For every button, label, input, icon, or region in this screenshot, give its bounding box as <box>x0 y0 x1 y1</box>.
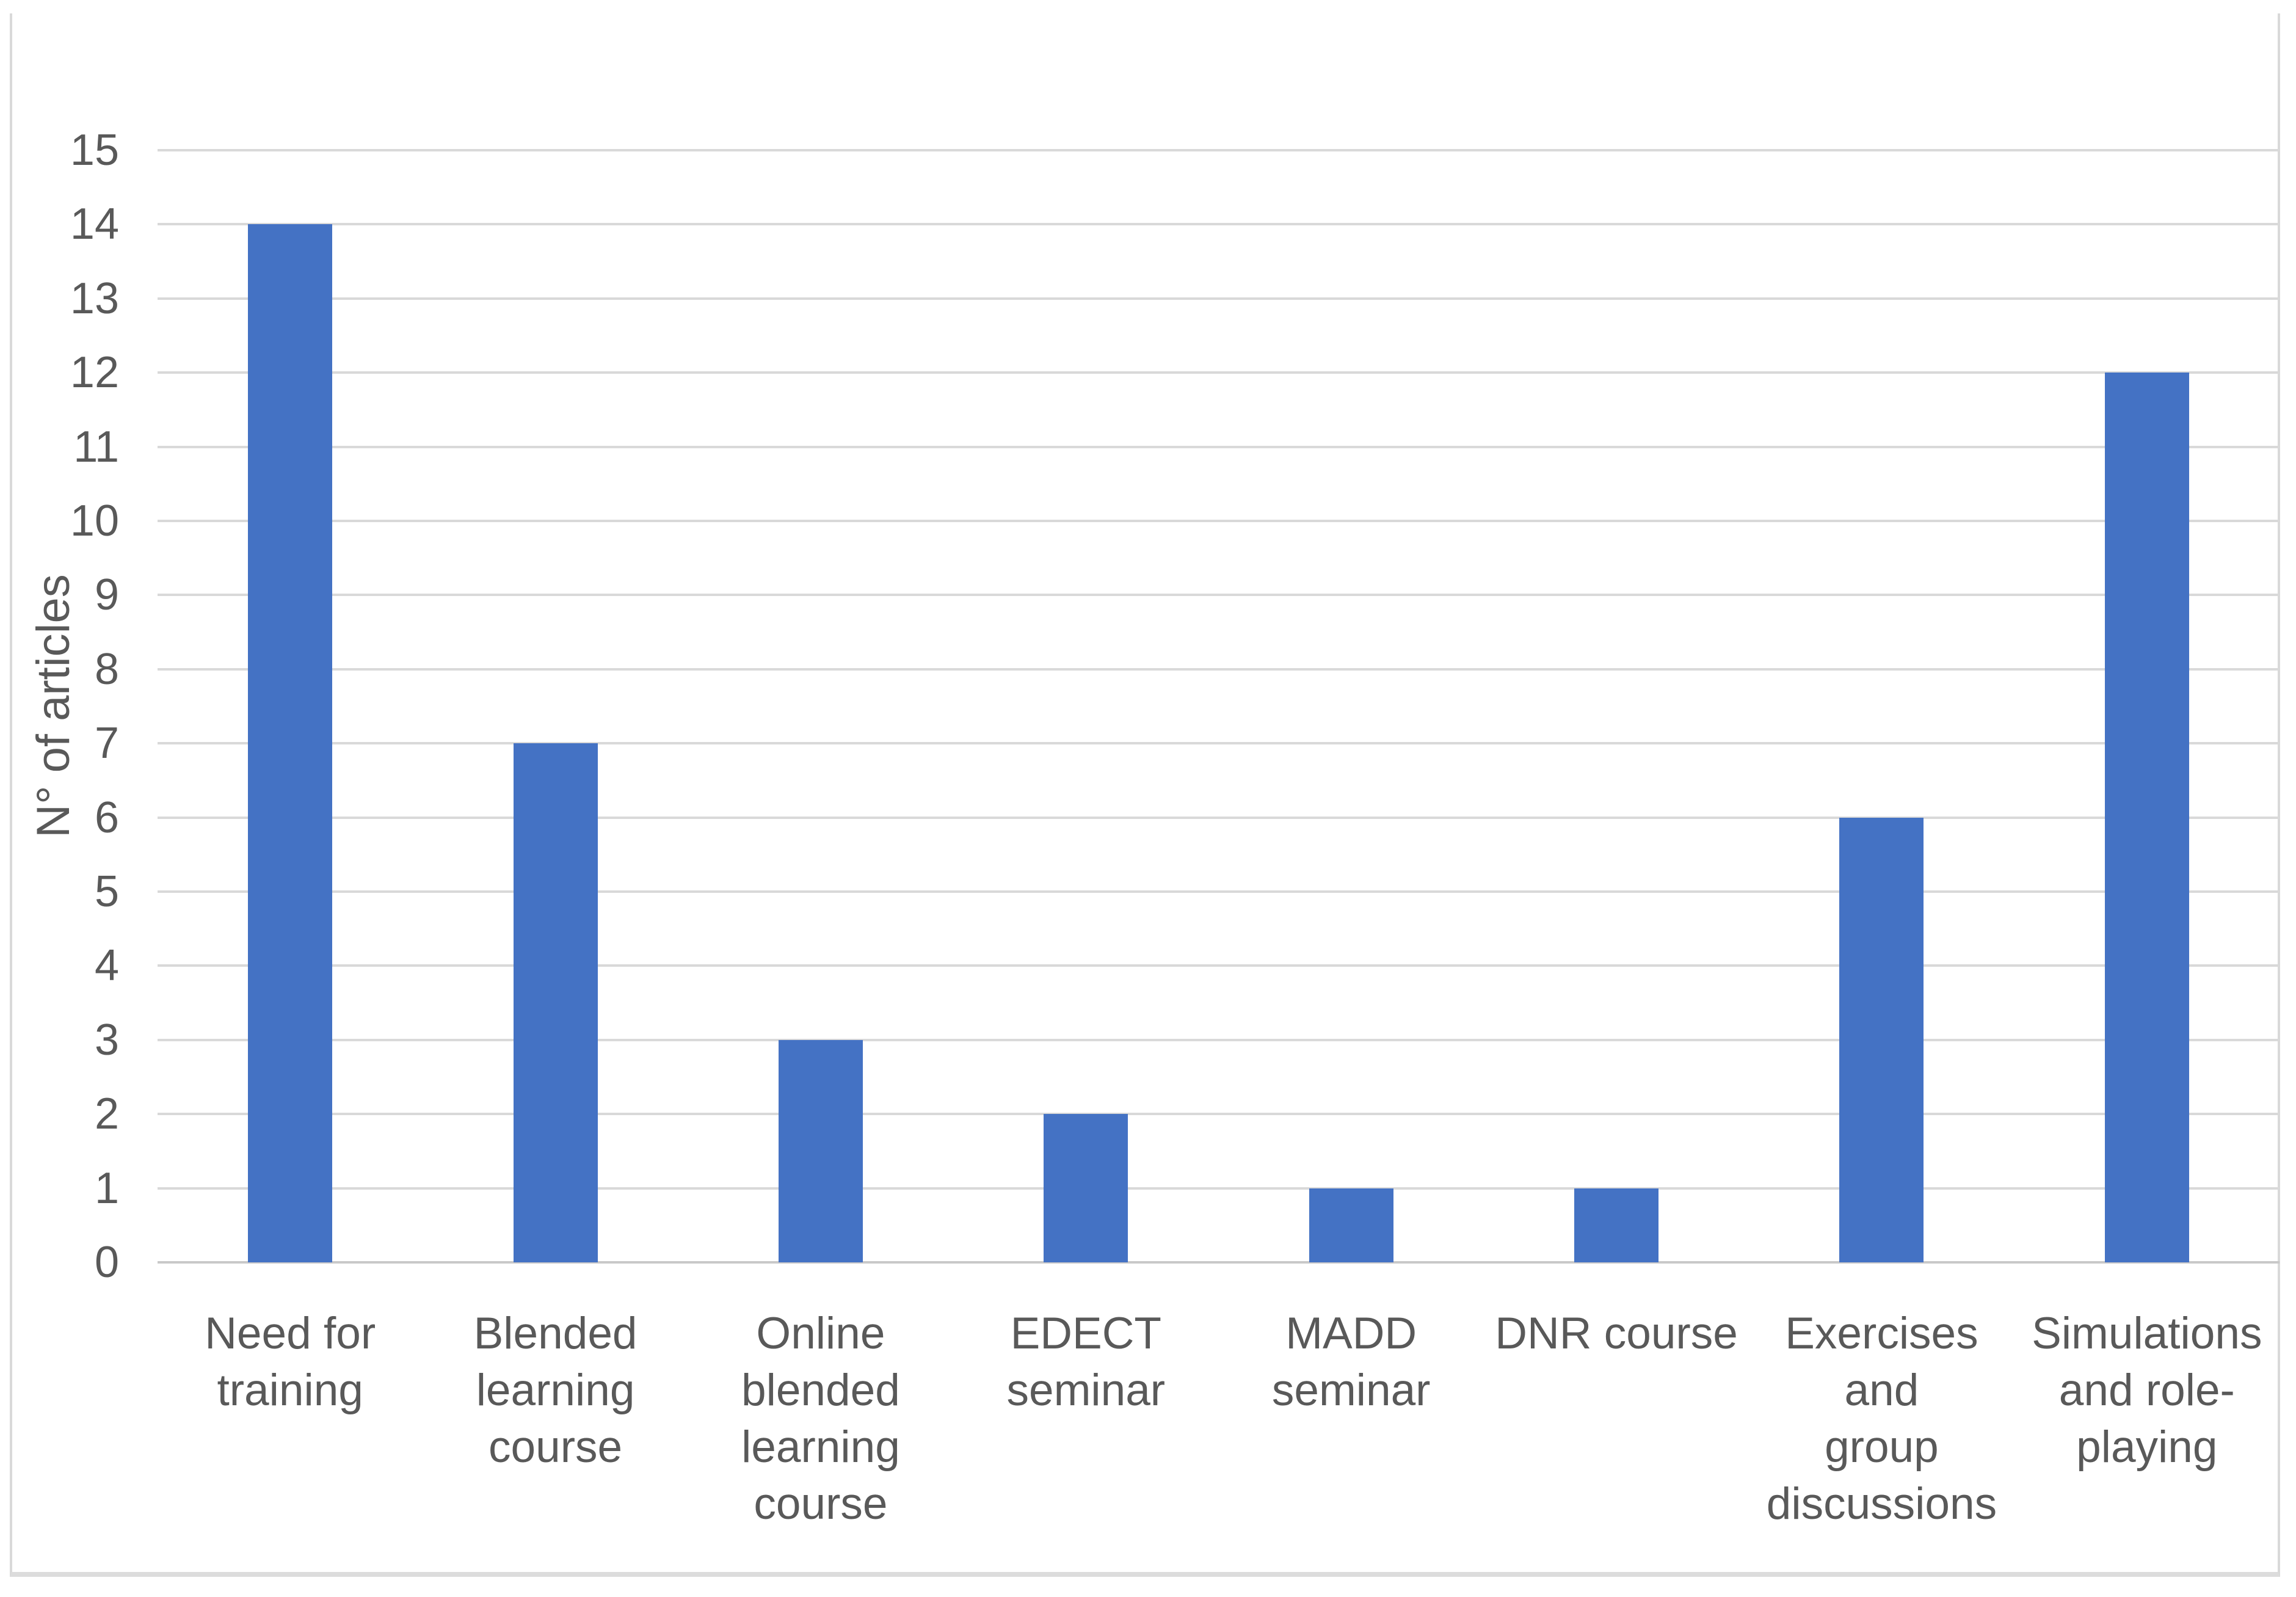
gridline-y7 <box>158 742 2280 745</box>
bar-8 <box>2104 373 2189 1262</box>
y-tick-label-13: 13 <box>70 274 119 323</box>
gridline-y6 <box>158 816 2280 819</box>
x-category-label-line: group <box>1825 1422 1939 1472</box>
x-category-label-line: EDECT <box>1010 1309 1162 1358</box>
y-tick-label-8: 8 <box>94 644 119 694</box>
x-category-label-line: and role- <box>2058 1366 2235 1415</box>
y-tick-label-4: 4 <box>94 941 119 991</box>
gridline-y11 <box>158 445 2280 448</box>
y-tick-label-7: 7 <box>94 719 119 768</box>
gridline-y15 <box>158 149 2280 151</box>
x-category-label-8: Simulations and role-playing <box>2014 1305 2280 1475</box>
x-category-label-6: DNR course <box>1484 1305 1749 1362</box>
x-category-label-line: seminar <box>1271 1366 1431 1415</box>
plot-area <box>158 149 2280 1264</box>
gridline-y8 <box>158 668 2280 671</box>
y-tick-label-14: 14 <box>70 200 119 249</box>
x-category-label-line: seminar <box>1006 1366 1166 1415</box>
y-tick-label-9: 9 <box>94 570 119 620</box>
x-category-label-3: Online blended learning course <box>688 1305 953 1532</box>
x-category-label-7: Exercises and group discussions <box>1749 1305 2014 1532</box>
gridlines-layer <box>158 149 2280 1264</box>
gridline-y13 <box>158 297 2280 300</box>
x-category-label-line: blended <box>741 1366 900 1415</box>
x-axis-line <box>158 1261 2280 1264</box>
y-tick-label-5: 5 <box>94 867 119 916</box>
bar-7 <box>1839 817 1924 1262</box>
y-tick-label-11: 11 <box>73 422 119 471</box>
gridline-y14 <box>158 223 2280 226</box>
y-tick-label-0: 0 <box>94 1238 119 1287</box>
chart-frame <box>10 13 2280 1577</box>
bar-5 <box>1309 1188 1393 1262</box>
x-category-label-line: learning <box>476 1366 635 1415</box>
x-category-label-line: learning <box>741 1422 900 1472</box>
x-category-label-4: EDECT seminar <box>953 1305 1218 1419</box>
bar-6 <box>1574 1188 1659 1262</box>
bars-layer <box>158 150 2280 1262</box>
x-category-label-line: Exercises and <box>1785 1309 1978 1415</box>
y-tick-label-10: 10 <box>70 497 119 545</box>
gridline-y2 <box>158 1113 2280 1116</box>
x-category-label-2: Blended learning course <box>423 1305 688 1475</box>
x-category-label-line: training <box>217 1366 363 1415</box>
x-category-label-line: discussions <box>1766 1479 1997 1529</box>
x-category-label-line: MADD <box>1285 1309 1417 1358</box>
bar-4 <box>1044 1114 1128 1262</box>
bar-1 <box>248 224 333 1262</box>
gridline-y9 <box>158 594 2280 597</box>
bar-3 <box>778 1039 863 1262</box>
x-category-label-line: DNR course <box>1495 1309 1738 1358</box>
x-category-label-line: course <box>489 1422 623 1472</box>
y-tick-label-2: 2 <box>94 1090 119 1139</box>
gridline-y3 <box>158 1038 2280 1041</box>
gridline-y10 <box>158 520 2280 522</box>
gridline-y1 <box>158 1187 2280 1190</box>
y-tick-label-15: 15 <box>70 126 119 175</box>
y-tick-label-6: 6 <box>94 793 119 842</box>
x-category-label-line: playing <box>2076 1422 2218 1472</box>
x-category-label-line: Simulations <box>2032 1309 2262 1358</box>
x-category-label-line: Blended <box>473 1309 638 1358</box>
y-tick-label-1: 1 <box>94 1163 119 1213</box>
gridline-y5 <box>158 890 2280 893</box>
x-category-label-line: Online <box>756 1309 885 1358</box>
x-category-label-line: Need for <box>205 1309 376 1358</box>
y-tick-label-3: 3 <box>94 1015 119 1064</box>
x-category-label-1: Need for training <box>158 1305 423 1419</box>
bar-2 <box>513 743 598 1262</box>
x-category-label-line: course <box>754 1479 888 1529</box>
x-category-label-5: MADD seminar <box>1219 1305 1484 1419</box>
gridline-y12 <box>158 371 2280 374</box>
y-tick-label-12: 12 <box>70 348 119 398</box>
gridline-y4 <box>158 964 2280 967</box>
